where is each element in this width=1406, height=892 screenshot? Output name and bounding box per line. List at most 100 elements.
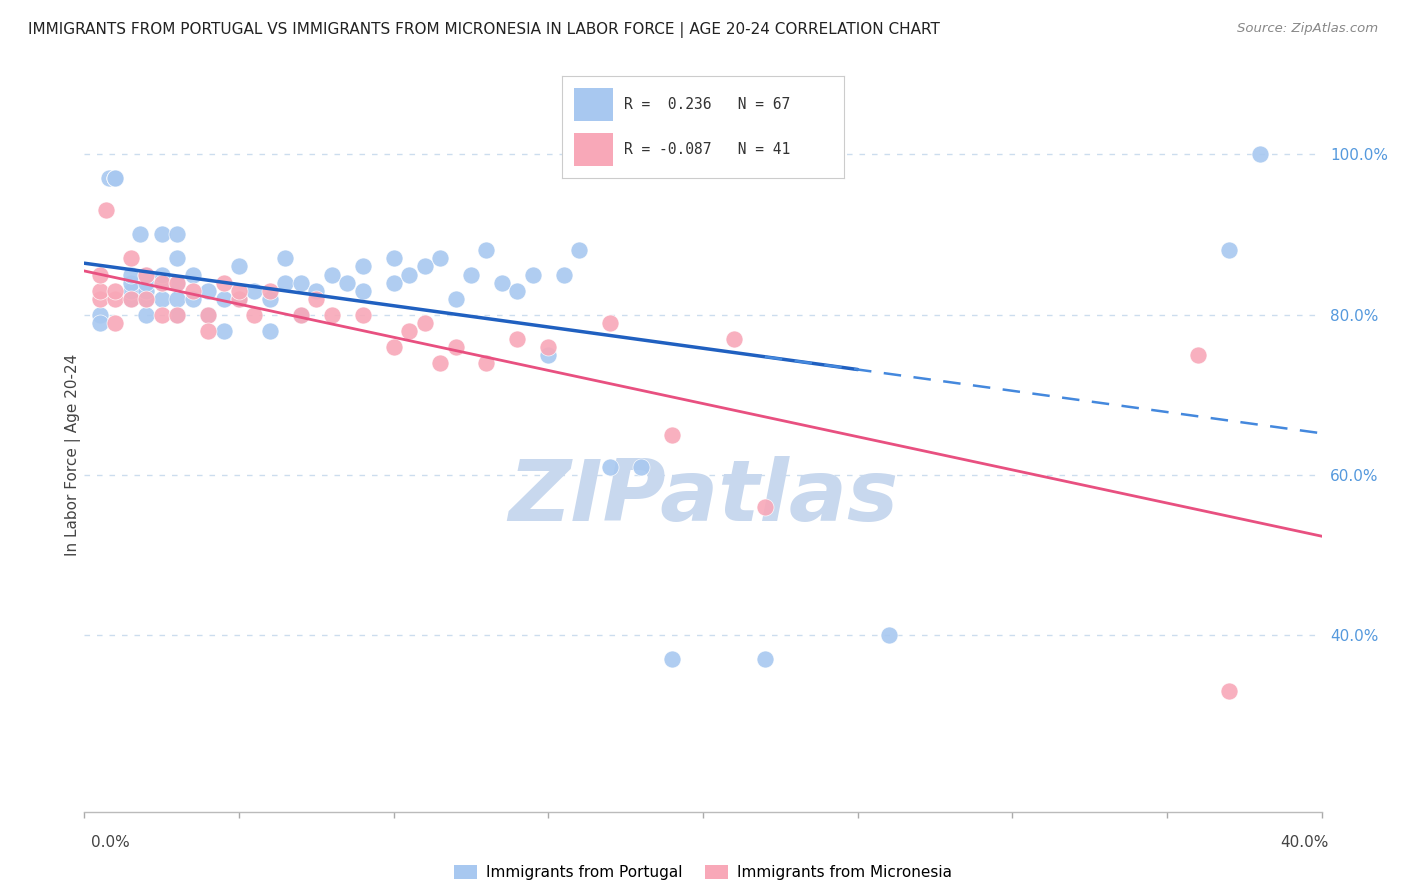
Point (120, 292, 142, 306)
Point (398, 324, 420, 338)
Point (120, 268, 142, 282)
Point (197, 308, 219, 322)
Text: 40.0%: 40.0% (1281, 836, 1329, 850)
Point (197, 284, 219, 298)
Point (150, 227, 173, 242)
Point (166, 227, 188, 242)
Point (104, 171, 127, 186)
Point (382, 276, 405, 290)
Point (305, 292, 328, 306)
Point (537, 340, 560, 354)
Point (135, 292, 157, 306)
Point (135, 308, 157, 322)
Point (599, 316, 621, 330)
Point (413, 260, 436, 274)
Point (94, 203, 117, 218)
Point (1187, 348, 1209, 362)
Point (135, 268, 157, 282)
Point (150, 292, 173, 306)
Text: 0.0%: 0.0% (91, 836, 131, 850)
Point (166, 252, 188, 266)
Point (475, 244, 498, 258)
Point (877, 628, 900, 642)
Point (243, 284, 266, 298)
Point (259, 292, 281, 306)
Point (135, 292, 157, 306)
Point (135, 268, 157, 282)
Point (104, 316, 127, 330)
Point (460, 268, 482, 282)
Text: R =  0.236   N = 67: R = 0.236 N = 67 (624, 97, 790, 112)
Point (1218, 244, 1240, 258)
Point (150, 276, 173, 290)
Point (290, 276, 312, 290)
Point (444, 292, 467, 306)
Point (506, 284, 529, 298)
Point (305, 284, 328, 298)
Point (491, 276, 513, 290)
Point (212, 276, 235, 290)
Point (506, 332, 529, 346)
Point (197, 324, 219, 338)
Point (382, 252, 405, 266)
Point (661, 428, 683, 442)
Point (444, 340, 467, 354)
Point (429, 252, 451, 266)
Text: ZIPatlas: ZIPatlas (508, 456, 898, 540)
Legend: Immigrants from Portugal, Immigrants from Micronesia: Immigrants from Portugal, Immigrants fro… (454, 865, 952, 880)
Point (475, 356, 498, 370)
Text: R = -0.087   N = 41: R = -0.087 N = 41 (624, 142, 790, 157)
Point (352, 284, 374, 298)
Point (166, 308, 188, 322)
Point (129, 227, 152, 242)
Point (522, 268, 544, 282)
Point (723, 332, 745, 346)
Bar (574, 133, 613, 166)
Point (150, 268, 173, 282)
Point (321, 308, 343, 322)
Point (228, 260, 250, 274)
Point (413, 316, 436, 330)
Point (352, 260, 374, 274)
Point (243, 308, 266, 322)
Point (135, 276, 157, 290)
Point (104, 171, 127, 186)
Point (290, 308, 312, 322)
Point (89, 308, 111, 322)
Point (181, 292, 204, 306)
Point (398, 268, 420, 282)
Point (259, 284, 281, 298)
Point (120, 284, 142, 298)
Point (212, 292, 235, 306)
Point (166, 276, 188, 290)
Point (290, 308, 312, 322)
Point (135, 284, 157, 298)
Point (104, 171, 127, 186)
Point (181, 268, 204, 282)
Bar (574, 88, 613, 121)
Point (1249, 147, 1271, 161)
Point (150, 276, 173, 290)
Point (98, 171, 121, 186)
Point (181, 284, 204, 298)
Point (104, 171, 127, 186)
Point (89, 292, 111, 306)
Point (553, 268, 575, 282)
Point (568, 244, 591, 258)
Text: IMMIGRANTS FROM PORTUGAL VS IMMIGRANTS FROM MICRONESIA IN LABOR FORCE | AGE 20-2: IMMIGRANTS FROM PORTUGAL VS IMMIGRANTS F… (28, 22, 941, 38)
Point (120, 292, 142, 306)
Point (630, 459, 652, 474)
Y-axis label: In Labor Force | Age 20-24: In Labor Force | Age 20-24 (65, 354, 82, 556)
Point (754, 652, 776, 666)
Point (537, 348, 560, 362)
Point (89, 284, 111, 298)
Point (228, 292, 250, 306)
Point (166, 276, 188, 290)
Point (212, 324, 235, 338)
Point (754, 500, 776, 514)
Point (120, 252, 142, 266)
Point (89, 316, 111, 330)
Point (321, 268, 343, 282)
Point (228, 292, 250, 306)
Point (89, 268, 111, 282)
